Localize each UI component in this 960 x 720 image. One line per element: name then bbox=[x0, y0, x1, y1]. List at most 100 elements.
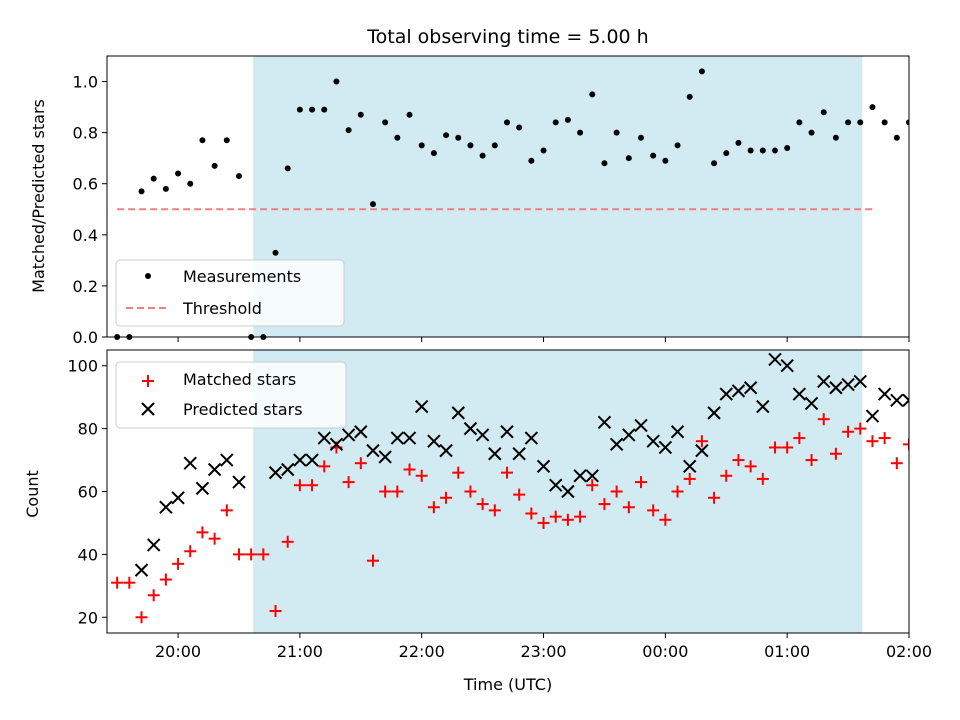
matched-star-point bbox=[647, 504, 660, 517]
predicted-star-point bbox=[597, 415, 612, 430]
predicted-star-point bbox=[207, 462, 222, 477]
x-tick-label: 01:00 bbox=[764, 642, 810, 661]
matched-star-point bbox=[464, 485, 477, 498]
predicted-star-point bbox=[524, 431, 539, 445]
predicted-star-point bbox=[159, 500, 173, 514]
measurement-point bbox=[820, 109, 827, 116]
bottom-data-marks bbox=[111, 352, 909, 624]
matched-star-point bbox=[781, 441, 794, 454]
measurement-point bbox=[845, 119, 852, 126]
top-legend-box bbox=[115, 259, 345, 327]
matched-star-point bbox=[245, 548, 258, 561]
chart-title: Total observing time = 5.00 h bbox=[366, 26, 648, 48]
matched-star-point bbox=[123, 576, 136, 589]
measurement-point bbox=[723, 150, 730, 157]
predicted-star-point bbox=[646, 434, 660, 448]
y-tick-label: 1.0 bbox=[73, 73, 98, 92]
measurement-point bbox=[564, 116, 571, 123]
predicted-star-point bbox=[634, 418, 648, 433]
shaded-span bbox=[253, 350, 863, 633]
predicted-star-point bbox=[232, 475, 246, 489]
predicted-star-point bbox=[609, 437, 624, 452]
measurement-point bbox=[881, 119, 888, 126]
matched-star-point bbox=[269, 604, 282, 617]
measurement-point bbox=[832, 134, 839, 141]
predicted-star-point bbox=[817, 374, 831, 389]
measurement-point bbox=[175, 170, 182, 177]
matched-star-point bbox=[866, 435, 879, 448]
y-tick-label: 0.6 bbox=[73, 175, 98, 194]
measurement-point bbox=[357, 111, 364, 118]
measurement-point bbox=[577, 129, 584, 136]
predicted-star-point bbox=[195, 481, 210, 496]
measurement-point bbox=[162, 185, 169, 192]
predicted-star-point bbox=[658, 440, 673, 455]
matched-star-point bbox=[440, 491, 453, 504]
measurement-point bbox=[382, 119, 389, 126]
y-tick-label: 0.4 bbox=[73, 226, 98, 245]
matched-star-point bbox=[196, 526, 209, 539]
measurement-point bbox=[601, 160, 608, 167]
predicted-star-point bbox=[573, 469, 587, 483]
legend-measurements-marker bbox=[145, 273, 151, 279]
measurement-point bbox=[528, 157, 535, 164]
measurement-point bbox=[296, 106, 303, 113]
predicted-star-point bbox=[305, 453, 319, 467]
predicted-star-point bbox=[549, 478, 563, 492]
predicted-star-point bbox=[146, 538, 161, 552]
legend-predicted-marker bbox=[141, 402, 155, 416]
measurement-point bbox=[309, 106, 316, 113]
bottom-legend-box bbox=[115, 361, 347, 429]
predicted-star-point bbox=[792, 387, 807, 401]
measurement-point bbox=[284, 165, 291, 172]
y-tick-label: 80 bbox=[78, 420, 98, 439]
predicted-star-point bbox=[268, 465, 283, 480]
predicted-star-point bbox=[768, 352, 782, 367]
measurement-point bbox=[223, 137, 230, 144]
measurement-point bbox=[199, 137, 206, 144]
matched-star-point bbox=[293, 479, 306, 492]
predicted-star-point bbox=[402, 431, 417, 445]
measurement-point bbox=[333, 78, 340, 85]
predicted-star-point bbox=[536, 459, 551, 474]
measurement-point bbox=[187, 180, 194, 187]
bottom-shaded-interval bbox=[253, 350, 863, 633]
matched-star-point bbox=[659, 513, 672, 526]
measurement-point bbox=[491, 142, 498, 149]
matched-star-point bbox=[890, 457, 903, 470]
bottom-axis-ticks: 20 40 60 80 100 20:00 21:00 22:00 23:00 00:00 01:0… bbox=[67, 357, 932, 661]
legend-measurements-label: Measurements bbox=[183, 267, 301, 286]
measurement-point bbox=[479, 152, 486, 159]
matched-star-point bbox=[537, 516, 550, 529]
matched-star-point bbox=[805, 454, 818, 467]
predicted-star-point bbox=[865, 409, 880, 423]
predicted-star-point bbox=[512, 447, 526, 461]
measurement-point bbox=[711, 160, 718, 167]
predicted-star-point bbox=[890, 393, 904, 408]
predicted-star-point bbox=[622, 428, 636, 442]
x-tick-label: 23:00 bbox=[520, 642, 566, 661]
measurement-point bbox=[625, 155, 632, 162]
matched-star-point bbox=[671, 485, 684, 498]
matched-star-point bbox=[574, 510, 587, 523]
matched-star-point bbox=[452, 466, 465, 479]
predicted-star-point bbox=[780, 359, 794, 373]
legend-matched-marker bbox=[142, 375, 154, 387]
measurement-point bbox=[369, 201, 376, 208]
matched-star-point bbox=[342, 476, 355, 489]
matched-star-point bbox=[427, 501, 440, 514]
predicted-star-point bbox=[902, 393, 909, 408]
measurement-point bbox=[150, 175, 157, 182]
matched-star-point bbox=[111, 576, 124, 589]
measurement-point bbox=[906, 119, 909, 126]
measurement-point bbox=[857, 119, 864, 126]
measurement-point bbox=[808, 129, 815, 136]
matched-star-point bbox=[281, 535, 294, 548]
measurement-point bbox=[540, 147, 547, 154]
matched-star-point bbox=[208, 532, 221, 545]
x-tick-label: 00:00 bbox=[642, 642, 688, 661]
predicted-star-point bbox=[329, 437, 344, 452]
matched-star-point bbox=[586, 479, 599, 492]
matched-star-point bbox=[756, 472, 769, 485]
matched-star-point bbox=[415, 469, 428, 482]
